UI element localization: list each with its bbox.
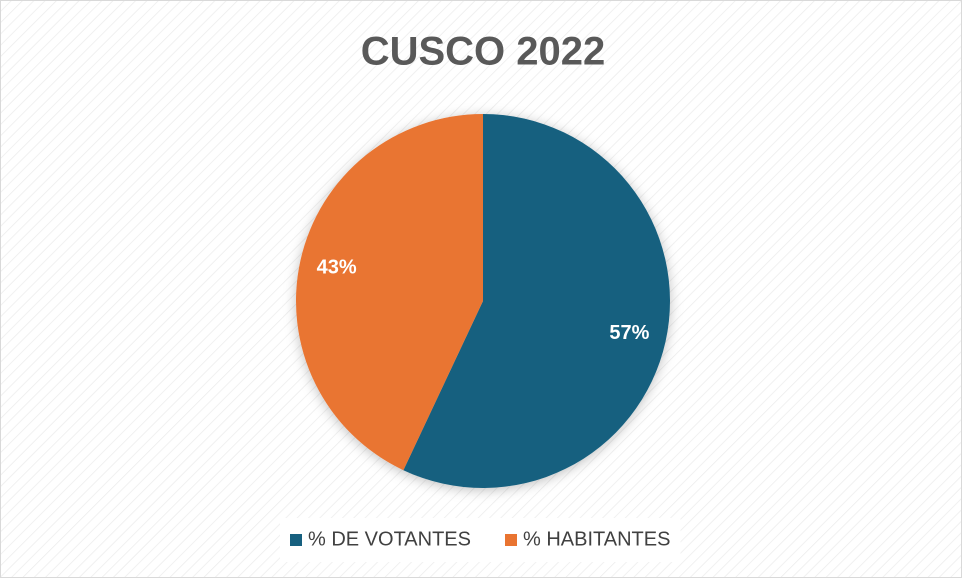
legend-background [280,518,681,562]
legend-label: % HABITANTES [523,528,670,550]
pie [295,114,670,488]
pie-slice [403,114,670,488]
pie-slice [295,114,483,471]
chart-title: CUSCO 2022 [361,30,606,74]
data-label: 57% [609,322,649,344]
data-label: 43% [317,257,357,279]
legend-swatch [505,534,517,546]
legend-swatch [290,534,302,546]
legend-label: % DE VOTANTES [308,528,471,550]
